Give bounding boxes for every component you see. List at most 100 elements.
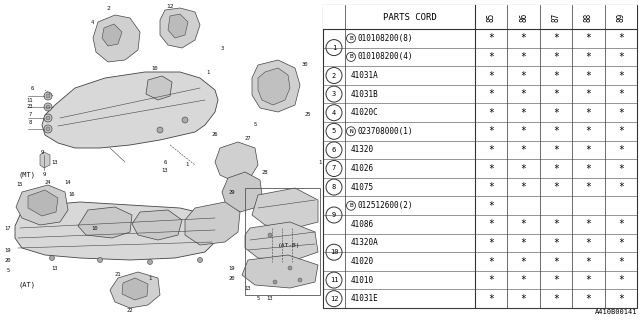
Text: 26: 26 <box>212 132 218 138</box>
Text: 41020C: 41020C <box>351 108 379 117</box>
Text: *: * <box>586 33 591 43</box>
Text: 1: 1 <box>148 276 152 281</box>
Text: *: * <box>488 238 494 248</box>
Circle shape <box>298 278 302 282</box>
Text: A410B00141: A410B00141 <box>595 309 637 315</box>
Text: *: * <box>521 33 527 43</box>
Text: *: * <box>553 89 559 99</box>
Polygon shape <box>40 152 50 168</box>
Text: *: * <box>586 108 591 118</box>
Text: 85: 85 <box>486 12 496 22</box>
Polygon shape <box>78 207 132 238</box>
Text: *: * <box>488 145 494 155</box>
Text: *: * <box>618 33 624 43</box>
Text: *: * <box>553 52 559 62</box>
Text: *: * <box>553 70 559 81</box>
Circle shape <box>44 92 52 100</box>
Text: (MT): (MT) <box>18 172 35 178</box>
Text: 86: 86 <box>519 12 528 22</box>
Text: 24: 24 <box>45 180 51 185</box>
Text: *: * <box>586 238 591 248</box>
Text: *: * <box>618 89 624 99</box>
Text: *: * <box>618 257 624 267</box>
Text: 17: 17 <box>4 226 12 230</box>
Text: 41020: 41020 <box>351 257 374 266</box>
Text: 7: 7 <box>332 165 336 172</box>
Text: 010108200(4): 010108200(4) <box>357 52 413 61</box>
Text: 11: 11 <box>27 98 33 102</box>
Text: *: * <box>521 89 527 99</box>
Text: 5: 5 <box>257 295 260 300</box>
Text: 28: 28 <box>262 170 268 174</box>
Polygon shape <box>15 202 218 260</box>
Text: 5: 5 <box>6 268 10 273</box>
Text: *: * <box>521 182 527 192</box>
Text: B: B <box>349 203 353 208</box>
Text: 27: 27 <box>244 135 252 140</box>
Text: *: * <box>521 70 527 81</box>
Circle shape <box>46 94 50 98</box>
Text: 8: 8 <box>28 121 31 125</box>
Polygon shape <box>28 190 58 216</box>
Circle shape <box>97 258 102 262</box>
Text: *: * <box>586 219 591 229</box>
Text: 023708000(1): 023708000(1) <box>357 127 413 136</box>
Circle shape <box>273 280 277 284</box>
Text: *: * <box>553 257 559 267</box>
Circle shape <box>46 105 50 109</box>
Text: *: * <box>586 164 591 173</box>
Text: 10: 10 <box>330 249 339 255</box>
Text: *: * <box>553 275 559 285</box>
Text: *: * <box>488 89 494 99</box>
Text: 11: 11 <box>330 277 339 283</box>
Text: *: * <box>521 275 527 285</box>
Bar <box>323 5 637 308</box>
Text: *: * <box>586 257 591 267</box>
Polygon shape <box>42 72 218 148</box>
Text: PARTS CORD: PARTS CORD <box>383 12 437 21</box>
Text: 4: 4 <box>332 110 336 116</box>
Text: *: * <box>488 294 494 304</box>
Circle shape <box>268 233 272 237</box>
Text: *: * <box>553 294 559 304</box>
Text: *: * <box>553 145 559 155</box>
Text: 4: 4 <box>90 20 93 25</box>
Text: 10: 10 <box>152 66 158 70</box>
Text: *: * <box>618 52 624 62</box>
Text: 19: 19 <box>228 266 236 270</box>
Text: 13: 13 <box>52 266 58 270</box>
Text: 25: 25 <box>305 113 311 117</box>
Text: *: * <box>521 126 527 136</box>
Text: 21: 21 <box>115 273 121 277</box>
Text: 88: 88 <box>584 12 593 22</box>
Text: 20: 20 <box>4 258 12 262</box>
Polygon shape <box>93 15 140 62</box>
Text: *: * <box>586 275 591 285</box>
Text: 41031B: 41031B <box>351 90 379 99</box>
Text: *: * <box>586 294 591 304</box>
Text: *: * <box>618 275 624 285</box>
Polygon shape <box>252 188 318 228</box>
Text: 22: 22 <box>127 308 133 313</box>
Text: *: * <box>553 108 559 118</box>
Text: *: * <box>586 89 591 99</box>
Polygon shape <box>215 142 258 182</box>
Text: 2: 2 <box>332 73 336 78</box>
Text: *: * <box>618 70 624 81</box>
Text: N: N <box>349 129 353 134</box>
Text: 13: 13 <box>267 295 273 300</box>
Text: 3: 3 <box>332 91 336 97</box>
Polygon shape <box>258 68 290 105</box>
Text: 6: 6 <box>163 159 166 164</box>
Text: (AT-B): (AT-B) <box>278 243 301 247</box>
Text: (AT): (AT) <box>18 282 35 288</box>
Circle shape <box>46 116 50 120</box>
Text: 13: 13 <box>162 167 168 172</box>
Text: *: * <box>521 257 527 267</box>
Text: 5: 5 <box>253 123 257 127</box>
Text: *: * <box>618 108 624 118</box>
Polygon shape <box>160 8 200 48</box>
Text: *: * <box>488 70 494 81</box>
Text: 12: 12 <box>330 296 339 302</box>
Text: *: * <box>586 182 591 192</box>
